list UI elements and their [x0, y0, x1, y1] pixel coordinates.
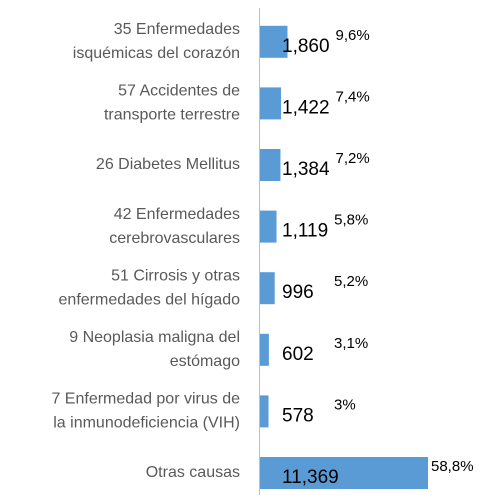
- value-label: 11,369: [282, 467, 339, 488]
- bar: [260, 333, 269, 366]
- value-label: 1,422: [282, 97, 330, 118]
- category-label: 7 Enfermedad por virus de: [51, 391, 240, 408]
- bar: [260, 395, 269, 428]
- category-label: 26 Diabetes Mellitus: [96, 156, 240, 173]
- category-label: Otras causas: [146, 464, 240, 481]
- share-label: 7,2%: [336, 150, 370, 167]
- bar: [260, 210, 277, 243]
- share-label: 9,6%: [336, 27, 370, 44]
- bar: [260, 87, 282, 120]
- bar: [260, 25, 288, 58]
- bar: [260, 272, 275, 305]
- category-label: enfermedades del hígado: [59, 291, 241, 308]
- category-label: isquémicas del corazón: [73, 45, 240, 62]
- category-label: estómago: [170, 353, 240, 370]
- category-label: 35 Enfermedades: [114, 21, 240, 38]
- category-label: 51 Cirrosis y otras: [111, 267, 240, 284]
- value-label: 578: [282, 405, 314, 426]
- value-label: 996: [282, 282, 314, 303]
- category-label: transporte terrestre: [104, 107, 240, 124]
- category-label: 42 Enfermedades: [114, 206, 240, 223]
- share-label: 58,8%: [431, 458, 474, 475]
- share-label: 7,4%: [336, 88, 370, 105]
- category-label: 57 Accidentes de: [118, 83, 240, 100]
- category-label: cerebrovasculares: [109, 230, 240, 247]
- value-label: 1,384: [282, 159, 330, 180]
- bar: [260, 457, 428, 489]
- value-label: 1,119: [282, 221, 328, 242]
- share-label: 3%: [334, 396, 356, 413]
- category-label: la inmunodeficiencia (VIH): [53, 415, 240, 432]
- share-label: 3,1%: [334, 335, 368, 352]
- bar: [260, 149, 281, 181]
- category-label: 9 Neoplasia maligna del: [69, 329, 240, 346]
- share-label: 5,2%: [334, 273, 368, 290]
- value-label: 602: [282, 344, 314, 365]
- share-label: 5,8%: [334, 212, 368, 229]
- value-label: 1,860: [282, 36, 330, 57]
